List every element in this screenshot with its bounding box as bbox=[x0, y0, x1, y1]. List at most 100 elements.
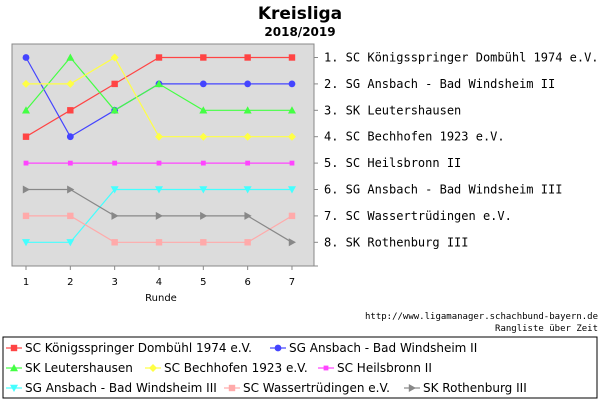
legend-box bbox=[2, 336, 598, 399]
chart-caption: Rangliste über Zeit bbox=[495, 324, 598, 334]
chart-title: Kreisliga bbox=[258, 4, 342, 24]
series bbox=[22, 53, 296, 141]
legend-item: SG Ansbach - Bad Windsheim II bbox=[270, 341, 477, 355]
x-tick-label: 2 bbox=[67, 277, 73, 288]
data-point bbox=[66, 53, 75, 61]
data-point bbox=[10, 384, 18, 392]
chart-subtitle: 2018/2019 bbox=[264, 25, 335, 39]
data-point bbox=[244, 211, 252, 220]
rank-labels: 1. SC Königsspringer Dombühl 1974 e.V. 2.… bbox=[324, 51, 599, 250]
legend-label: SK Rothenburg III bbox=[423, 381, 527, 395]
x-tick-label: 4 bbox=[156, 277, 162, 288]
rank-label: 2. SG Ansbach - Bad Windsheim II bbox=[324, 77, 555, 91]
legend-item: SC Bechhofen 1923 e.V. bbox=[145, 361, 308, 375]
data-point bbox=[22, 212, 30, 220]
data-point bbox=[22, 54, 30, 61]
legend-label: SC Königsspringer Dombühl 1974 e.V. bbox=[25, 341, 252, 355]
x-tick-label: 1 bbox=[23, 277, 29, 288]
data-point bbox=[408, 384, 416, 392]
data-point bbox=[288, 238, 296, 247]
plot-area bbox=[11, 43, 315, 267]
data-point bbox=[288, 212, 296, 220]
rank-label: 3. SK Leutershausen bbox=[324, 103, 461, 117]
series bbox=[23, 160, 295, 166]
data-point bbox=[66, 239, 75, 247]
rank-label: 7. SC Wassertrüdingen e.V. bbox=[324, 209, 512, 223]
legend-label: SC Heilsbronn II bbox=[337, 361, 432, 375]
data-point bbox=[200, 239, 207, 246]
data-point bbox=[111, 80, 118, 88]
legend-item: SK Leutershausen bbox=[6, 361, 133, 375]
data-point bbox=[244, 54, 251, 61]
data-point bbox=[199, 106, 208, 114]
data-point bbox=[199, 186, 208, 194]
data-point bbox=[155, 54, 163, 61]
data-point bbox=[289, 160, 295, 166]
data-point bbox=[67, 185, 75, 194]
x-tick-label: 3 bbox=[111, 277, 117, 288]
legend-label: SC Wassertrüdingen e.V. bbox=[243, 381, 390, 395]
data-point bbox=[110, 106, 119, 114]
data-point bbox=[10, 364, 18, 372]
data-point bbox=[287, 132, 296, 141]
legend-label: SK Leutershausen bbox=[25, 361, 133, 375]
legend: SC Königsspringer Dombühl 1974 e.V. SG An… bbox=[6, 341, 527, 395]
data-point bbox=[243, 132, 252, 141]
data-point bbox=[155, 239, 163, 246]
data-point bbox=[200, 211, 208, 220]
data-point bbox=[22, 79, 30, 88]
x-tick-label: 7 bbox=[289, 277, 295, 288]
rank-label: 5. SC Heilsbronn II bbox=[324, 156, 461, 170]
data-point bbox=[155, 211, 163, 220]
data-point bbox=[274, 344, 282, 352]
series bbox=[22, 54, 296, 140]
data-point bbox=[23, 160, 29, 166]
data-point bbox=[244, 239, 251, 246]
data-point bbox=[22, 239, 30, 247]
legend-item: SC Heilsbronn II bbox=[318, 361, 432, 375]
data-point bbox=[199, 132, 208, 141]
data-point bbox=[154, 186, 163, 194]
data-point bbox=[244, 80, 252, 88]
series bbox=[22, 185, 296, 247]
data-point bbox=[228, 384, 236, 392]
data-point bbox=[22, 133, 30, 140]
data-point bbox=[22, 106, 30, 114]
data-point bbox=[199, 80, 207, 88]
data-point bbox=[156, 160, 162, 166]
data-point bbox=[110, 186, 119, 194]
legend-item: SC Wassertrüdingen e.V. bbox=[224, 381, 390, 395]
legend-item: SK Rothenburg III bbox=[404, 381, 527, 395]
data-point bbox=[243, 186, 252, 194]
data-point bbox=[111, 239, 118, 246]
data-point bbox=[10, 344, 18, 352]
data-point bbox=[66, 133, 74, 141]
source-url: http://www.ligamanager.schachbund-bayern… bbox=[365, 312, 598, 322]
data-point bbox=[67, 160, 73, 166]
rank-label: 1. SC Königsspringer Dombühl 1974 e.V. bbox=[324, 51, 599, 65]
legend-item: SG Ansbach - Bad Windsheim III bbox=[6, 381, 217, 395]
rank-label: 4. SC Bechhofen 1923 e.V. bbox=[324, 130, 505, 144]
data-point bbox=[288, 54, 296, 61]
legend-item: SC Königsspringer Dombühl 1974 e.V. bbox=[6, 341, 252, 355]
data-point bbox=[200, 160, 206, 166]
legend-label: SG Ansbach - Bad Windsheim III bbox=[25, 381, 217, 395]
data-point bbox=[112, 160, 118, 166]
series bbox=[22, 186, 296, 247]
series bbox=[22, 212, 296, 246]
data-point bbox=[243, 106, 252, 114]
data-point bbox=[110, 53, 119, 62]
data-point bbox=[66, 79, 75, 88]
data-point bbox=[287, 106, 296, 114]
data-point bbox=[22, 185, 30, 194]
rank-label: 6. SG Ansbach - Bad Windsheim III bbox=[324, 183, 562, 197]
data-point bbox=[67, 212, 74, 220]
data-point bbox=[154, 132, 163, 141]
x-tick-label: 6 bbox=[244, 277, 250, 288]
rank-label: 8. SK Rothenburg III bbox=[324, 235, 469, 249]
legend-label: SC Bechhofen 1923 e.V. bbox=[164, 361, 308, 375]
data-point bbox=[67, 107, 74, 114]
data-point bbox=[287, 186, 296, 194]
series-layer bbox=[22, 53, 296, 247]
